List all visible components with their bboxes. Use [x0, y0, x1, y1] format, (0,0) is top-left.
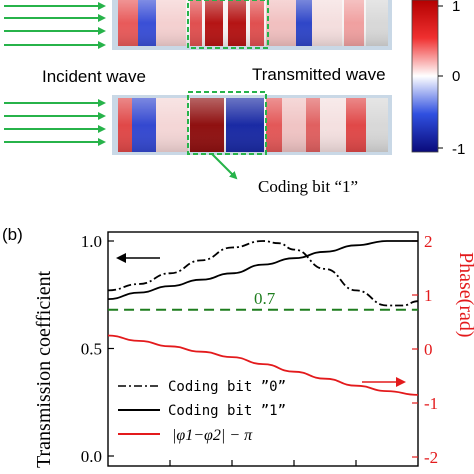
right-tick-label: -1 [424, 394, 438, 413]
left-tick-label: 0.0 [81, 447, 102, 466]
colorbar-tick-max: 1 [452, 0, 460, 15]
right-tick-label: -2 [424, 448, 438, 467]
tube-coding-bit-0 [112, 0, 392, 50]
left-tick-label: 1.0 [81, 232, 102, 251]
plot-frame [107, 231, 419, 467]
right-axis-ticks: -2 -1 0 1 2 [412, 232, 438, 467]
colorbar-tick-min: -1 [452, 141, 465, 158]
top-panel: Incident wave Transmitted wave [4, 0, 465, 196]
annotation-07: 0.7 [254, 289, 276, 308]
bottom-axis-ticks [169, 460, 357, 466]
series-coding-bit-1 [107, 240, 418, 300]
left-tick-label: 0.5 [81, 340, 102, 359]
coding-bit-label: Coding bit “1” [258, 177, 358, 196]
right-tick-label: 1 [424, 286, 433, 305]
tube-coding-bit-1 [112, 91, 392, 180]
incident-wave-label: Incident wave [42, 67, 146, 86]
colorbar-tick-zero: 0 [452, 68, 460, 85]
series-coding-bit-0 [107, 240, 419, 307]
legend-label-phase: |φ1−φ2| − π [172, 427, 253, 444]
right-tick-label: 0 [424, 340, 433, 359]
y-axis-label: Transmission coefficient [33, 270, 55, 468]
legend-label-bit1: Coding bit ”1” [168, 403, 286, 419]
series-phase-difference [107, 334, 419, 396]
legend-label-bit0: Coding bit ”0” [168, 379, 286, 395]
panel-b-label: (b) [2, 225, 23, 244]
colorbar: 1 0 -1 [411, 0, 465, 158]
left-axis-ticks: 0.0 0.5 1.0 [81, 232, 114, 466]
series-layer [107, 240, 419, 396]
incident-arrows-bottom [4, 99, 106, 146]
right-tick-label: 2 [424, 232, 433, 251]
left-axis-arrow [116, 253, 160, 263]
right-axis-arrow [362, 377, 406, 387]
y2-axis-label: Phase(rad) [455, 252, 474, 338]
chart-panel: (b) 0.0 0.5 1.0 -2 -1 0 1 2 Transmission coeff… [2, 225, 474, 468]
legend: Coding bit ”0” Coding bit ”1” |φ1−φ2| − … [118, 379, 286, 444]
incident-arrows-top [4, 2, 106, 49]
transmitted-wave-label: Transmitted wave [252, 65, 386, 84]
